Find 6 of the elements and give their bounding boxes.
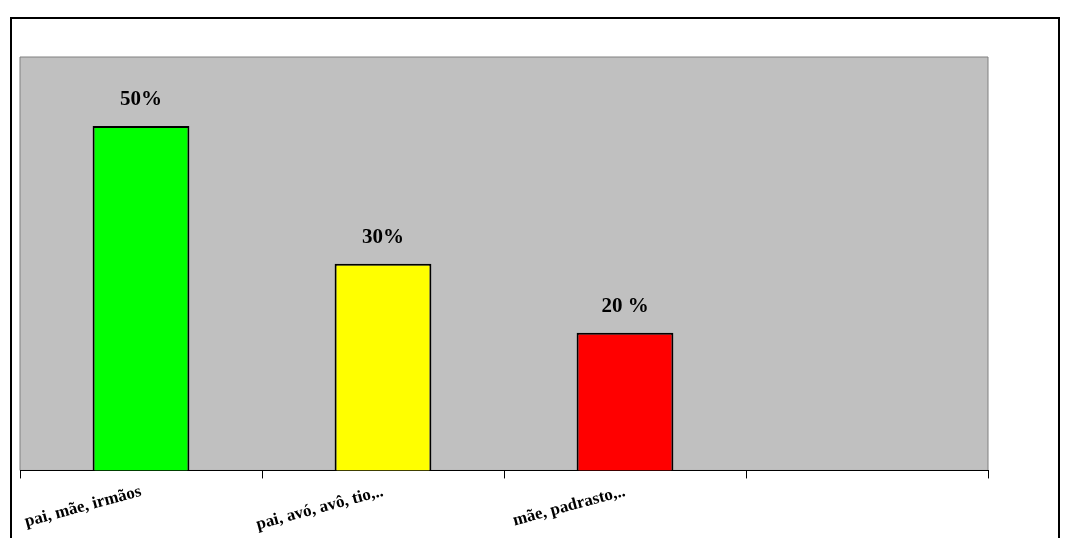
x-tick-label: pai, avó, avô, tio,.. <box>253 481 386 534</box>
x-tick-label: pai, mãe, irmãos <box>22 480 144 531</box>
data-label: 30% <box>362 223 404 248</box>
data-label: 50% <box>120 85 162 110</box>
data-label: 20 % <box>601 292 649 317</box>
x-tick-label: mãe, padrasto,.. <box>510 481 628 530</box>
